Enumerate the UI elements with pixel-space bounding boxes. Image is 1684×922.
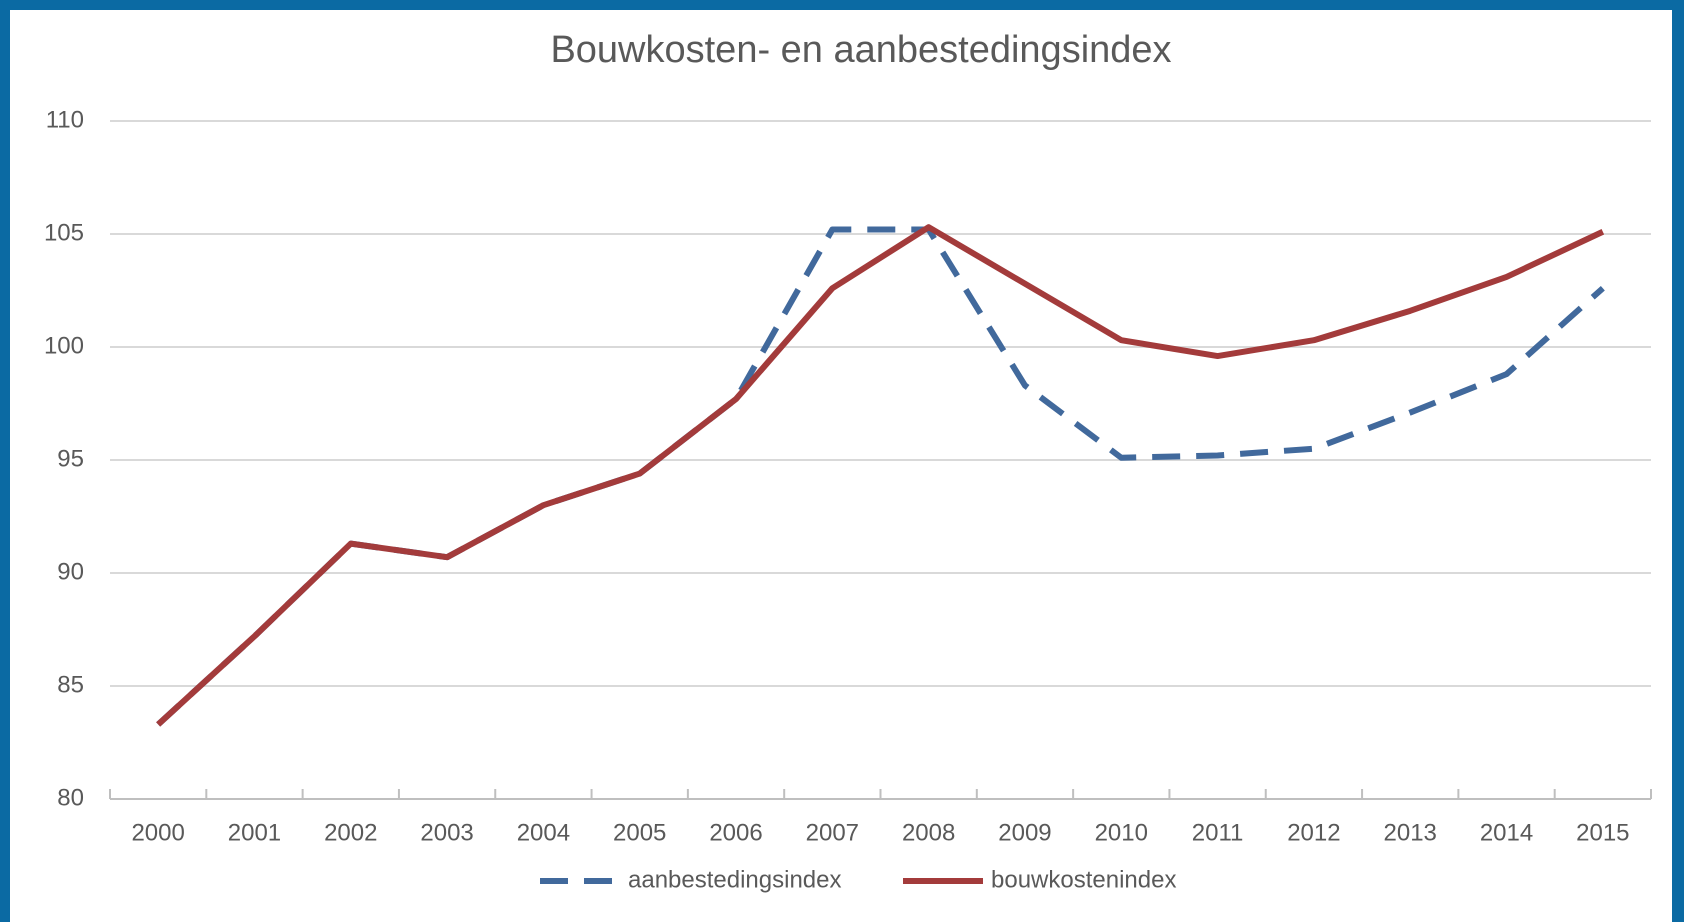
x-tick-label: 2000 — [131, 819, 184, 846]
y-tick-label: 100 — [44, 332, 84, 359]
x-tick-label: 2003 — [420, 819, 473, 846]
x-tick-label: 2011 — [1192, 819, 1244, 846]
x-tick-label: 2006 — [709, 819, 762, 846]
legend-label: bouwkostenindex — [991, 866, 1176, 893]
x-tick-label: 2002 — [324, 819, 377, 846]
y-tick-label: 85 — [57, 671, 84, 698]
y-tick-label: 95 — [57, 445, 84, 472]
y-tick-label: 90 — [57, 558, 84, 585]
x-tick-label: 2010 — [1095, 819, 1148, 846]
x-tick-label: 2001 — [228, 819, 281, 846]
x-tick-label: 2008 — [902, 819, 955, 846]
x-tick-label: 2005 — [613, 819, 666, 846]
x-tick-label: 2009 — [998, 819, 1051, 846]
line-series — [156, 224, 1605, 727]
x-tick-label: 2004 — [517, 819, 570, 846]
x-tick-label: 2015 — [1576, 819, 1629, 846]
y-tick-label: 80 — [57, 784, 84, 811]
chart-title: Bouwkosten- en aanbestedingsindex — [550, 29, 1171, 71]
x-tick-label: 2014 — [1480, 819, 1533, 846]
x-tick-label: 2013 — [1384, 819, 1437, 846]
x-tick-label: 2012 — [1287, 819, 1340, 846]
y-tick-label: 105 — [44, 219, 84, 246]
chart-panel — [10, 10, 1672, 922]
x-tick-label: 2007 — [806, 819, 859, 846]
legend-label: aanbestedingsindex — [628, 866, 842, 893]
y-tick-label: 110 — [46, 106, 84, 133]
